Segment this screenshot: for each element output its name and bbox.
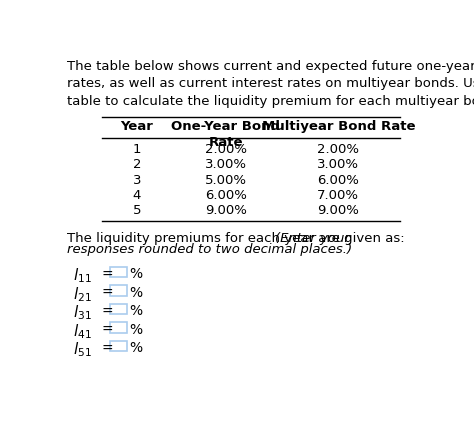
Text: (Enter your: (Enter your: [275, 232, 350, 245]
Text: $\mathit{l}_{31}$: $\mathit{l}_{31}$: [73, 303, 92, 322]
Text: =: =: [102, 323, 113, 337]
Text: %: %: [129, 286, 142, 300]
Text: Multiyear Bond Rate: Multiyear Bond Rate: [262, 121, 415, 134]
Text: =: =: [102, 267, 113, 281]
Text: responses rounded to two decimal places.): responses rounded to two decimal places.…: [67, 243, 352, 256]
Text: 2: 2: [133, 158, 141, 171]
Text: %: %: [129, 304, 142, 319]
Text: =: =: [102, 341, 113, 356]
Text: $\mathit{l}_{51}$: $\mathit{l}_{51}$: [73, 340, 92, 359]
FancyBboxPatch shape: [109, 340, 127, 352]
Text: 9.00%: 9.00%: [205, 204, 247, 217]
Text: Year: Year: [120, 121, 153, 134]
Text: 3: 3: [133, 174, 141, 186]
Text: $\mathit{l}_{41}$: $\mathit{l}_{41}$: [73, 322, 92, 341]
Text: $\mathit{l}_{11}$: $\mathit{l}_{11}$: [73, 267, 92, 285]
Text: The table below shows current and expected future one-year interest
rates, as we: The table below shows current and expect…: [67, 60, 474, 108]
Text: 1: 1: [133, 143, 141, 156]
Text: 3.00%: 3.00%: [205, 158, 247, 171]
Text: 4: 4: [133, 189, 141, 202]
FancyBboxPatch shape: [109, 267, 127, 278]
Text: 2.00%: 2.00%: [317, 143, 359, 156]
Text: 5: 5: [133, 204, 141, 217]
Text: 7.00%: 7.00%: [317, 189, 359, 202]
FancyBboxPatch shape: [109, 285, 127, 296]
Text: 5.00%: 5.00%: [205, 174, 247, 186]
Text: The liquidity premiums for each year are given as:: The liquidity premiums for each year are…: [67, 232, 409, 245]
FancyBboxPatch shape: [109, 303, 127, 315]
Text: =: =: [102, 286, 113, 300]
Text: 6.00%: 6.00%: [205, 189, 247, 202]
Text: 9.00%: 9.00%: [317, 204, 359, 217]
Text: =: =: [102, 304, 113, 319]
Text: %: %: [129, 267, 142, 281]
Text: %: %: [129, 341, 142, 356]
Text: 6.00%: 6.00%: [317, 174, 359, 186]
Text: One-Year Bond
Rate: One-Year Bond Rate: [172, 121, 281, 150]
Text: 2.00%: 2.00%: [205, 143, 247, 156]
Text: $\mathit{l}_{21}$: $\mathit{l}_{21}$: [73, 285, 92, 304]
Text: %: %: [129, 323, 142, 337]
FancyBboxPatch shape: [109, 322, 127, 333]
Text: 3.00%: 3.00%: [317, 158, 359, 171]
